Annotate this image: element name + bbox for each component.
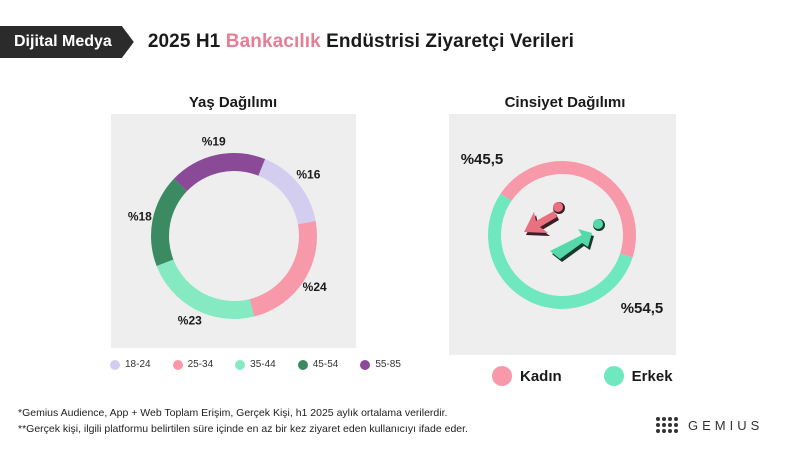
age-chart-panel: %16 %24 %23 %18 %19	[111, 114, 356, 348]
gender-donut-chart: %45,5 %54,5	[461, 151, 664, 317]
legend-dot-icon	[110, 359, 120, 370]
donut-slice-45-54	[151, 178, 187, 267]
data-label-45-54: %18	[128, 210, 152, 224]
gender-legend: Kadın Erkek	[492, 366, 673, 386]
legend-label: 18-24	[125, 359, 151, 370]
donut-slice-kadın	[500, 160, 636, 258]
data-label-18-24: %16	[296, 167, 320, 181]
donut-slice-18-24	[258, 159, 316, 225]
header: Dijital Medya 2025 H1 Bankacılık Endüstr…	[0, 26, 574, 58]
brand-name: GEMIUS	[688, 417, 764, 433]
age-donut-chart: %16 %24 %23 %18 %19	[128, 134, 327, 327]
legend-item-25-34: 25-34	[172, 359, 214, 370]
legend-label: 55-85	[375, 359, 401, 370]
legend-dot-icon	[603, 366, 624, 386]
legend-item-erkek: Erkek	[603, 366, 673, 386]
gemius-logo: GEMIUS	[656, 417, 763, 433]
male-symbol-icon	[550, 219, 605, 262]
data-label-kadın: %45,5	[461, 151, 504, 168]
donut-slice-55-85	[173, 153, 266, 192]
gender-chart-title: Cinsiyet Dağılımı	[504, 94, 626, 111]
legend-dot-icon	[297, 359, 308, 370]
legend-item-kadın: Kadın	[492, 366, 562, 386]
legend-item-18-24: 18-24	[110, 359, 151, 370]
age-legend: 18-24 25-34 35-44 45-54 55-85	[110, 359, 401, 370]
legend-item-55-85: 55-85	[360, 359, 401, 370]
title-year: 2025 H1	[147, 31, 221, 52]
age-chart-title: Yaş Dağılımı	[188, 94, 278, 111]
donut-slice-erkek	[488, 193, 633, 309]
legend-item-45-54: 45-54	[297, 359, 339, 370]
legend-item-35-44: 35-44	[235, 359, 276, 370]
legend-label: 35-44	[250, 359, 276, 370]
data-label-35-44: %23	[178, 313, 202, 327]
title-industry: Bankacılık	[225, 31, 321, 52]
legend-label: 45-54	[312, 359, 339, 370]
legend-dot-icon	[172, 359, 183, 370]
footnotes: *Gemius Audience, App + Web Toplam Erişi…	[18, 405, 468, 437]
data-label-erkek: %54,5	[621, 300, 664, 317]
female-symbol-icon	[524, 202, 565, 236]
donut-slice-25-34	[249, 221, 317, 317]
legend-dot-icon	[492, 366, 512, 386]
page-title: 2025 H1 Bankacılık Endüstrisi Ziyaretçi …	[148, 31, 574, 53]
data-label-25-34: %24	[303, 280, 327, 294]
legend-label: 25-34	[187, 359, 214, 370]
section-tag: Dijital Medya	[0, 26, 134, 58]
legend-label: Kadın	[520, 367, 562, 385]
legend-dot-icon	[235, 359, 246, 370]
gender-chart-panel: %45,5 %54,5	[449, 114, 676, 355]
footnote-2: **Gerçek kişi, ilgili platformu belirtil…	[18, 423, 468, 435]
gemius-dots-icon	[656, 417, 678, 433]
title-rest: Endüstrisi Ziyaretçi Verileri	[326, 31, 575, 52]
footnote-1: *Gemius Audience, App + Web Toplam Erişi…	[18, 407, 448, 419]
donut-slice-35-44	[156, 259, 255, 319]
legend-dot-icon	[360, 359, 371, 370]
data-label-55-85: %19	[202, 134, 226, 148]
legend-label: Erkek	[631, 367, 673, 385]
